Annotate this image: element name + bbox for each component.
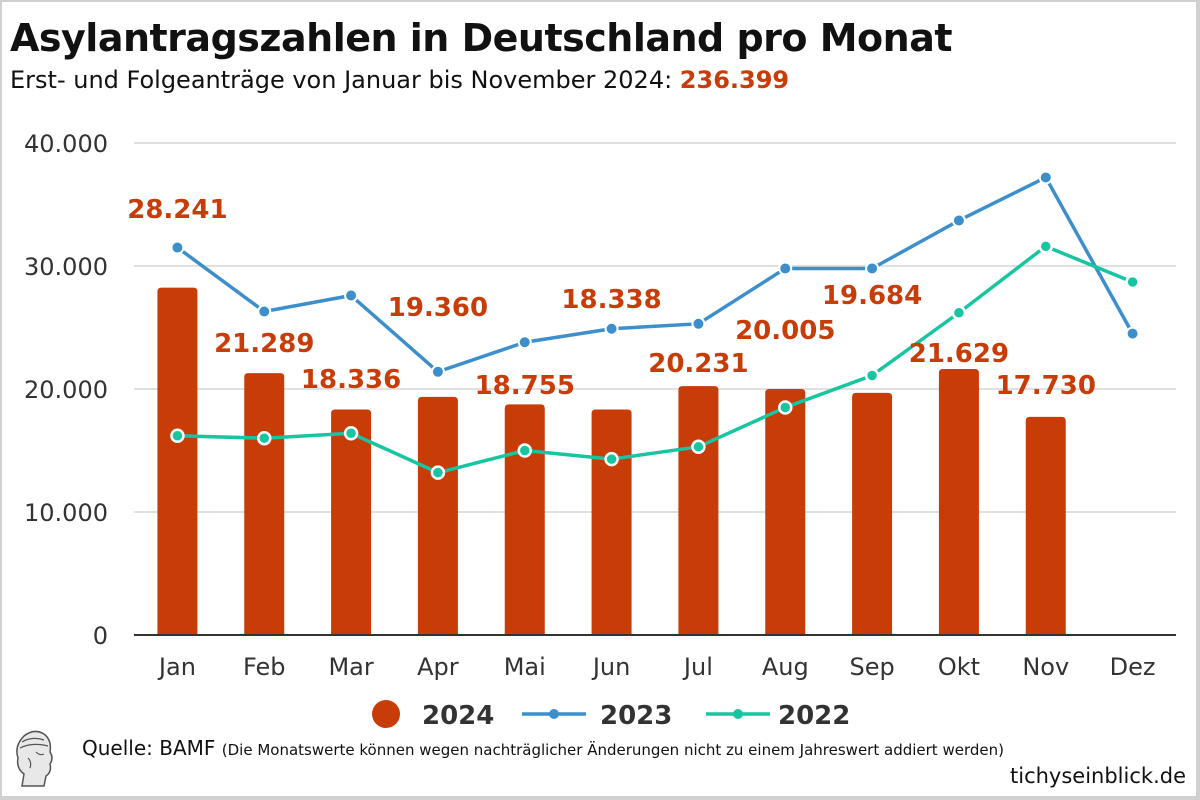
point-2022-jun [604, 451, 619, 467]
point-2023-okt [951, 213, 966, 228]
legend-2023-label: 2023 [600, 701, 672, 731]
point-2023-feb [257, 304, 272, 319]
point-2022-sep [864, 368, 880, 383]
y-tick-label: 40.000 [24, 130, 108, 158]
point-2022-apr [430, 465, 446, 480]
legend-2024-label: 2024 [422, 701, 494, 731]
subtitle-total: 236.399 [679, 66, 790, 94]
data-label-2024: 19.684 [822, 281, 922, 311]
greek-head-logo-icon [16, 730, 53, 787]
y-tick-label: 20.000 [24, 376, 108, 404]
bar-2024-okt [938, 368, 979, 635]
legend-2023-marker [549, 709, 559, 719]
point-2023-jan [170, 240, 185, 255]
point-2023-dez [1125, 326, 1140, 341]
x-tick-label: Sep [849, 653, 894, 681]
x-tick-label: Nov [1022, 653, 1069, 681]
data-label-2024: 20.231 [648, 349, 748, 379]
data-label-2024: 21.289 [214, 329, 314, 359]
bar-2024-jul [678, 386, 719, 635]
point-2023-apr [430, 364, 445, 379]
y-tick-label: 30.000 [24, 253, 108, 281]
point-2023-jun [604, 321, 619, 336]
bar-2024-mai [504, 404, 545, 635]
bar-2024-nov [1025, 416, 1066, 635]
data-label-2024: 17.730 [996, 371, 1096, 401]
point-2023-mai [517, 335, 532, 350]
bar-2024-sep [852, 392, 893, 635]
chart-title: Asylantragszahlen in Deutschland pro Mon… [10, 16, 953, 60]
data-label-2024: 21.629 [909, 339, 1009, 369]
x-tick-label: Mai [504, 653, 546, 681]
y-tick-label: 10.000 [24, 499, 108, 527]
data-label-2024: 19.360 [388, 293, 488, 323]
data-label-2024: 18.336 [301, 365, 401, 395]
x-tick-label: Feb [243, 653, 286, 681]
bar-2024-apr [417, 396, 458, 635]
point-2023-mar [344, 288, 359, 303]
point-2022-feb [257, 430, 272, 446]
x-tick-label: Okt [938, 653, 980, 681]
legend-2024-swatch [372, 700, 400, 728]
source-text: Quelle: BAMF (Die Monatswerte können weg… [82, 736, 1004, 760]
x-tick-label: Jan [157, 653, 196, 681]
point-2023-sep [865, 261, 880, 276]
bar-2024-feb [244, 373, 285, 635]
bar-2024-jun [591, 409, 632, 635]
point-2022-dez [1125, 274, 1140, 290]
x-tick-label: Dez [1110, 653, 1156, 681]
point-2022-nov [1038, 239, 1053, 254]
data-label-2024: 28.241 [127, 195, 227, 225]
legend-2022-label: 2022 [778, 701, 850, 731]
point-2022-jan [170, 428, 185, 443]
line-2023 [176, 175, 1135, 374]
site-url: tichyseinblick.de [1010, 764, 1186, 788]
x-tick-label: Mar [328, 653, 373, 681]
point-2023-aug [778, 261, 793, 276]
data-label-2024: 18.338 [561, 285, 661, 315]
x-tick-label: Jun [591, 653, 631, 681]
point-2022-mai [517, 443, 532, 458]
source-note: (Die Monatswerte können wegen nachträgli… [221, 741, 1004, 759]
x-tick-label: Jul [682, 653, 713, 681]
subtitle-text: Erst- und Folgeanträge von Januar bis No… [10, 66, 680, 94]
point-2022-okt [951, 305, 967, 320]
point-2023-nov [1038, 170, 1053, 185]
legend-2022-marker [733, 709, 743, 719]
point-2022-aug [778, 400, 793, 415]
point-2023-jul [691, 316, 706, 331]
data-label-2024: 18.755 [475, 371, 575, 401]
point-2022-jul [691, 439, 706, 455]
line-2022 [177, 244, 1134, 475]
bar-2024-aug [765, 388, 806, 635]
bar-2024-mar [331, 409, 372, 635]
y-tick-label: 0 [93, 622, 108, 650]
chart-subtitle: Erst- und Folgeanträge von Januar bis No… [10, 66, 789, 94]
data-label-2024: 20.005 [735, 316, 835, 346]
x-tick-label: Aug [762, 653, 809, 681]
bar-2024-jan [157, 287, 198, 635]
source-label: Quelle: BAMF [82, 736, 216, 760]
point-2022-mar [343, 426, 359, 441]
x-tick-label: Apr [417, 653, 459, 681]
